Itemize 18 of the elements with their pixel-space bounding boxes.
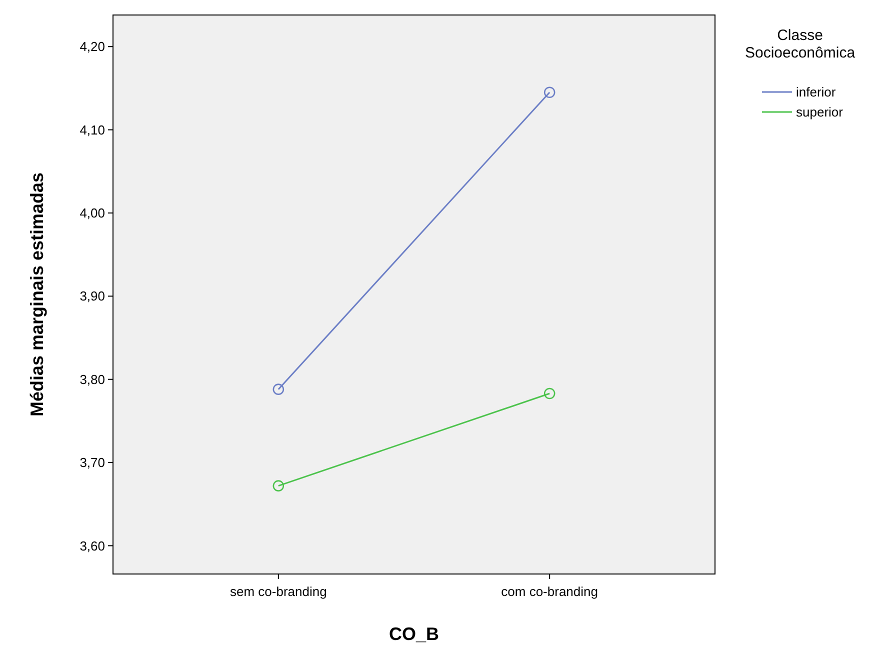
point (272, 480, 284, 492)
legend-label: superior (796, 104, 844, 120)
y-tick-label: 4,10 (80, 122, 105, 138)
y-tick-label: 3,90 (80, 288, 105, 304)
x-tick-label: com co-branding (501, 584, 598, 599)
legend-label: inferior (796, 84, 836, 100)
legend-title: Classe Socioeconômica (744, 27, 856, 62)
point (272, 384, 284, 395)
point (544, 388, 556, 400)
x-axis-title: CO_B (388, 624, 440, 644)
x-tick-label: sem co-branding (230, 584, 327, 599)
y-tick-label: 3,60 (80, 538, 105, 554)
y-tick-label: 3,70 (80, 455, 105, 470)
y-tick-label: 4,20 (80, 39, 105, 54)
point (544, 86, 556, 98)
y-axis-title: Médias marginais estimadas (27, 172, 47, 417)
y-tick-label: 4,00 (80, 206, 105, 221)
y-tick-label: 3,80 (80, 372, 105, 387)
